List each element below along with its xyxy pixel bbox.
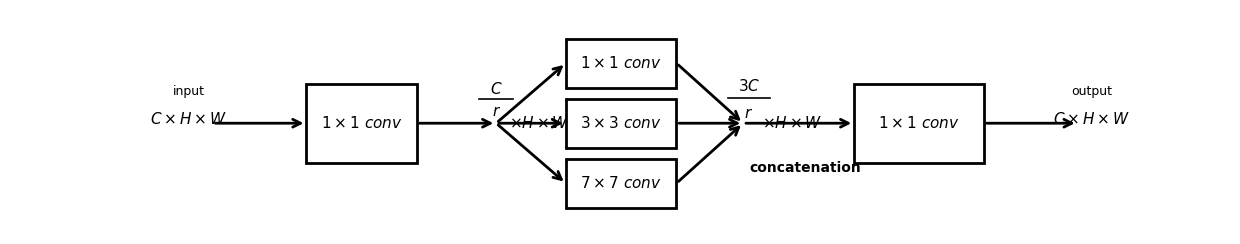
Bar <box>854 84 983 163</box>
Text: $r$: $r$ <box>491 105 501 119</box>
Text: output: output <box>1071 85 1112 98</box>
Text: $1\times1\ \mathit{conv}$: $1\times1\ \mathit{conv}$ <box>878 115 960 131</box>
Bar <box>306 84 417 163</box>
Bar <box>565 159 676 208</box>
Bar <box>565 99 676 148</box>
Text: $C\times H\times W$: $C\times H\times W$ <box>1054 112 1131 127</box>
Text: input: input <box>172 85 205 98</box>
Text: concatenation: concatenation <box>749 161 861 175</box>
Text: $\times H\times W$: $\times H\times W$ <box>508 115 569 131</box>
Text: $C$: $C$ <box>490 81 502 97</box>
Bar <box>565 39 676 88</box>
Text: $C\times H\times W$: $C\times H\times W$ <box>150 112 227 127</box>
Text: $\times H\times W$: $\times H\times W$ <box>763 115 823 131</box>
Text: $3C$: $3C$ <box>738 78 760 94</box>
Text: $3\times3\ \mathit{conv}$: $3\times3\ \mathit{conv}$ <box>580 115 662 131</box>
Text: $1\times1\ \mathit{conv}$: $1\times1\ \mathit{conv}$ <box>580 55 662 71</box>
Text: $7\times7\ \mathit{conv}$: $7\times7\ \mathit{conv}$ <box>580 175 662 191</box>
Text: $r$: $r$ <box>744 107 754 121</box>
Text: $1\times1\ \mathit{conv}$: $1\times1\ \mathit{conv}$ <box>321 115 403 131</box>
